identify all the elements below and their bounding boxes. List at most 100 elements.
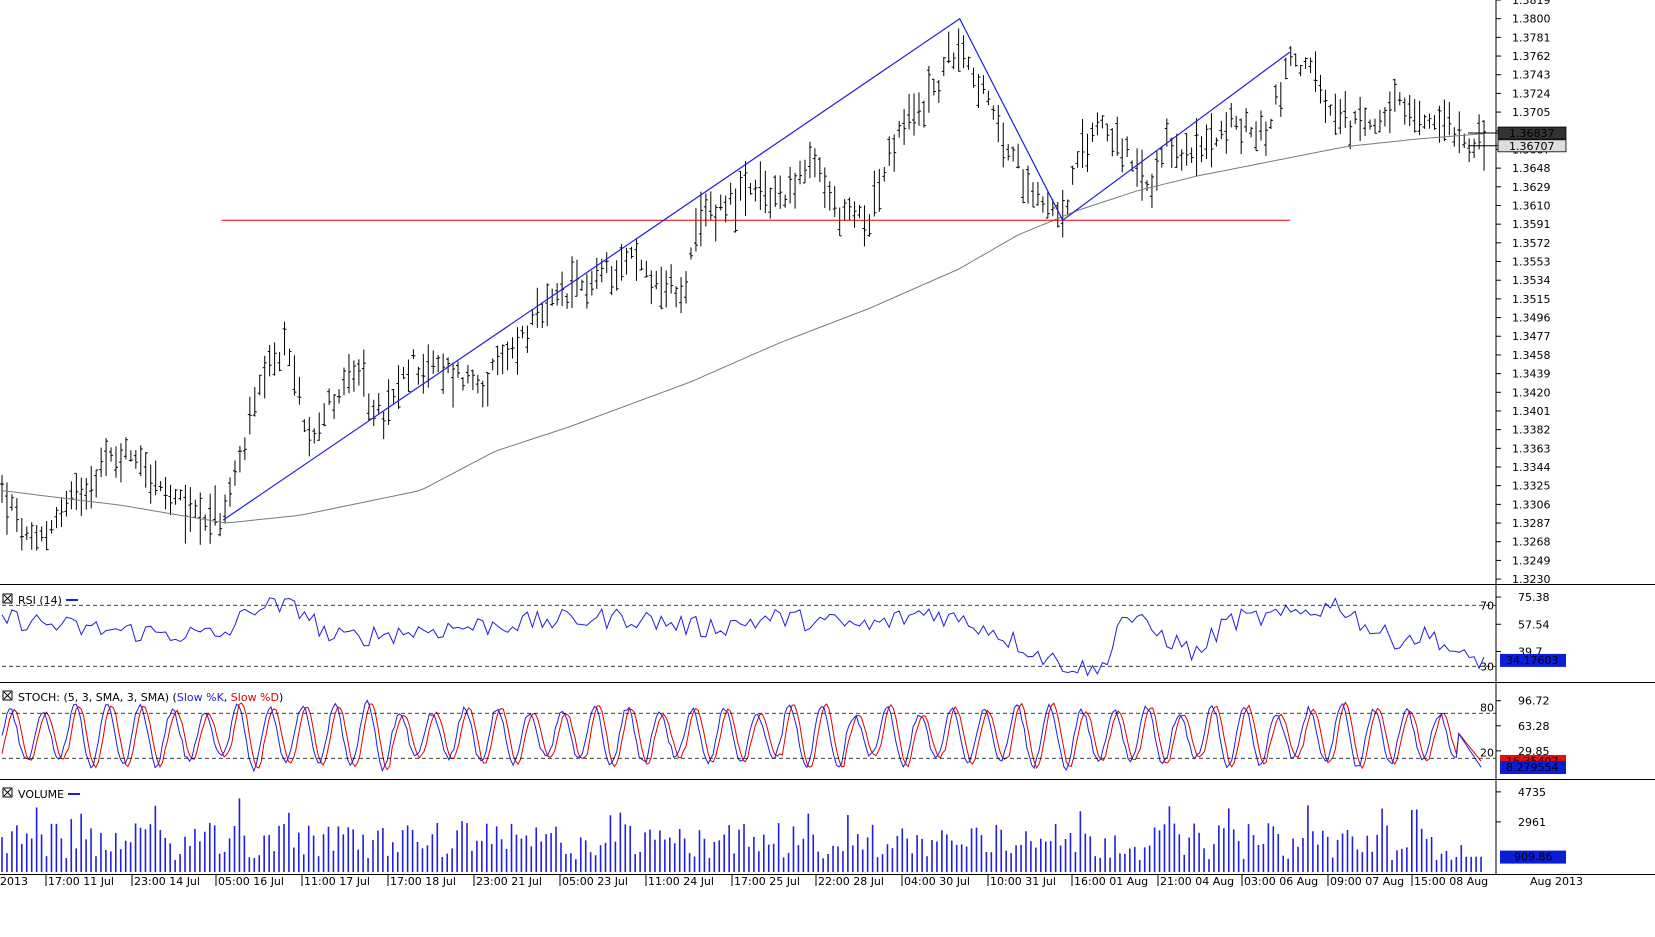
- ohlc-bar: [1323, 89, 1328, 123]
- ohlc-bar: [1392, 78, 1397, 112]
- ohlc-bar: [332, 394, 337, 419]
- ohlc-bar: [193, 499, 198, 518]
- ohlc-bar: [545, 283, 550, 327]
- ohlc-bar: [242, 437, 247, 461]
- ohlc-bar: [361, 349, 366, 397]
- volume-close-icon: [2, 787, 13, 798]
- stoch-title-sep: ,: [224, 691, 231, 704]
- x-tick-label: 05:00 23 Jul: [562, 875, 628, 888]
- x-tick-label: 15:00 08 Aug: [1414, 875, 1488, 888]
- ohlc-bar: [1144, 180, 1149, 192]
- ohlc-bar: [807, 141, 812, 179]
- x-tick-label: 05:00 16 Jul: [218, 875, 284, 888]
- ohlc-bar: [1303, 57, 1308, 69]
- ohlc-bar: [897, 120, 902, 138]
- ohlc-bar: [456, 361, 461, 378]
- ohlc-bar: [1204, 124, 1209, 160]
- ohlc-bar: [1095, 112, 1100, 136]
- ohlc-bar: [237, 445, 242, 473]
- ohlc-bar: [366, 393, 371, 421]
- moving-average-line: [1, 133, 1485, 524]
- ohlc-bar: [912, 93, 917, 136]
- price-tick-label: 1.3572: [1512, 237, 1551, 250]
- ohlc-bar: [163, 477, 168, 510]
- ohlc-bar: [921, 100, 926, 128]
- ohlc-bar: [188, 487, 193, 532]
- ohlc-bar: [436, 355, 441, 373]
- ohlc-bar: [470, 369, 475, 391]
- ohlc-bar: [1100, 115, 1105, 129]
- ohlc-bar: [520, 325, 525, 339]
- ohlc-bar: [515, 327, 520, 375]
- ohlc-bar: [9, 494, 14, 511]
- ohlc-bar: [966, 56, 971, 70]
- ohlc-bar: [1244, 108, 1249, 133]
- ohlc-bar: [654, 270, 659, 290]
- ohlc-bar: [173, 488, 178, 505]
- ohlc-bar: [1065, 199, 1070, 216]
- ohlc-bar: [1432, 115, 1437, 131]
- ohlc-bar: [852, 201, 857, 228]
- rsi-current-tag: [1500, 653, 1566, 667]
- price-tick-label: 1.3800: [1512, 13, 1551, 26]
- price-tick-label: 1.3629: [1512, 181, 1551, 194]
- trendline-path: [222, 17, 1291, 521]
- ohlc-bar: [991, 105, 996, 120]
- ohlc-bar: [1477, 114, 1482, 150]
- ohlc-bar: [1060, 189, 1065, 238]
- ohlc-bar: [847, 197, 852, 221]
- ohlc-bar: [1472, 138, 1477, 159]
- stoch-title-end: ): [279, 691, 283, 704]
- ohlc-bar: [1115, 116, 1120, 156]
- ohlc-bar: [1224, 111, 1229, 154]
- ohlc-bar: [307, 417, 312, 457]
- price-tick-label: 1.3496: [1512, 312, 1551, 325]
- ohlc-bar: [1452, 127, 1457, 147]
- ohlc-bar: [39, 526, 44, 542]
- ohlc-bar: [902, 109, 907, 145]
- ohlc-bar: [252, 387, 257, 417]
- ohlc-bar: [986, 90, 991, 106]
- ohlc-bar: [168, 484, 173, 516]
- x-axis: 2013 17:00 11 Jul 23:00 14 Jul 05:00 16 Jul…: [0, 874, 1583, 888]
- ohlc-bar: [1318, 74, 1323, 104]
- ohlc-bar: [624, 247, 629, 275]
- ohlc-bar: [1135, 148, 1140, 187]
- ohlc-bar: [525, 325, 530, 353]
- stoch-close-icon-cross: [3, 691, 12, 700]
- ohlc-bar: [213, 485, 218, 526]
- ohlc-bar: [446, 357, 451, 374]
- ohlc-bar: [416, 366, 421, 385]
- ohlc-bar: [64, 490, 69, 517]
- ohlc-bar: [703, 193, 708, 227]
- ohlc-bar: [872, 170, 877, 217]
- ohlc-bar: [1288, 46, 1293, 66]
- ohlc-bar: [1016, 143, 1021, 169]
- x-tick-label: 04:00 30 Jul: [904, 875, 970, 888]
- ohlc-bar: [203, 514, 208, 531]
- ohlc-bar: [614, 260, 619, 291]
- ohlc-bar: [664, 270, 669, 308]
- rsi-line: [1, 597, 1485, 677]
- ohlc-bar: [1278, 82, 1283, 117]
- ohlc-bar: [109, 447, 114, 462]
- ohlc-bar: [1258, 110, 1263, 141]
- ohlc-bar: [827, 181, 832, 211]
- ohlc-bar: [29, 522, 34, 550]
- price-tag-label: 1.36837: [1509, 127, 1555, 140]
- ohlc-bar: [996, 105, 1001, 143]
- ohlc-bar: [401, 366, 406, 380]
- ohlc-bar: [817, 157, 822, 182]
- ohlc-bar: [178, 489, 183, 501]
- ohlc-bar: [14, 498, 19, 533]
- ohlc-bar: [802, 159, 807, 184]
- price-tick-label: 1.3762: [1512, 50, 1551, 63]
- chart-frame: [0, 0, 1655, 875]
- ohlc-bar: [1467, 138, 1472, 163]
- ohlc-bar: [396, 365, 401, 409]
- ohlc-bar: [1333, 93, 1338, 135]
- rsi-level-label: 70: [1480, 599, 1494, 612]
- ohlc-bar: [1442, 99, 1447, 142]
- ohlc-bar: [54, 507, 59, 529]
